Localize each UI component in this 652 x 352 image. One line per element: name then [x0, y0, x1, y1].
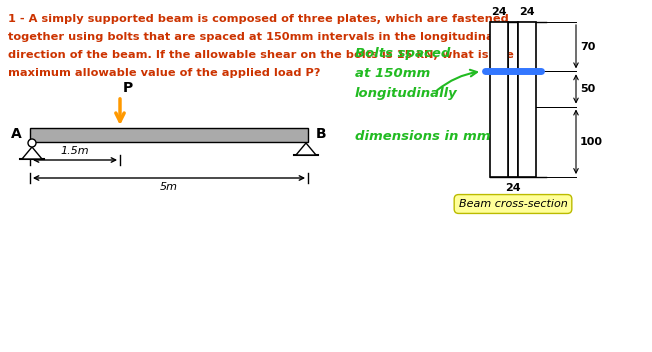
Text: 24: 24	[519, 7, 535, 17]
Text: Bolts spaced: Bolts spaced	[355, 47, 451, 60]
Text: B: B	[316, 127, 327, 141]
Text: 100: 100	[580, 137, 603, 147]
Polygon shape	[296, 143, 316, 155]
Text: dimensions in mm: dimensions in mm	[355, 131, 490, 144]
Text: at 150mm: at 150mm	[355, 67, 430, 80]
Polygon shape	[22, 147, 42, 159]
Text: 50: 50	[580, 84, 595, 94]
Text: longitudinally: longitudinally	[355, 87, 458, 100]
Bar	[490, 22, 508, 177]
Text: Beam cross-section: Beam cross-section	[458, 199, 567, 209]
Text: A: A	[11, 127, 22, 141]
Text: 1.5m: 1.5m	[61, 146, 89, 156]
Text: 70: 70	[580, 42, 595, 52]
Text: P: P	[123, 81, 133, 95]
Text: maximum allowable value of the applied load P?: maximum allowable value of the applied l…	[8, 68, 320, 78]
Text: 1 - A simply supported beam is composed of three plates, which are fastened: 1 - A simply supported beam is composed …	[8, 14, 509, 24]
Bar	[30, 128, 308, 142]
Text: together using bolts that are spaced at 150mm intervals in the longitudinal: together using bolts that are spaced at …	[8, 32, 497, 42]
Circle shape	[28, 139, 36, 147]
Text: direction of the beam. If the allowable shear on the bolts is 15 kN, what is the: direction of the beam. If the allowable …	[8, 50, 514, 60]
Text: 24: 24	[505, 183, 521, 193]
Text: 24: 24	[491, 7, 507, 17]
Bar	[518, 22, 536, 177]
Text: 5m: 5m	[160, 182, 178, 192]
Bar	[508, 22, 518, 177]
